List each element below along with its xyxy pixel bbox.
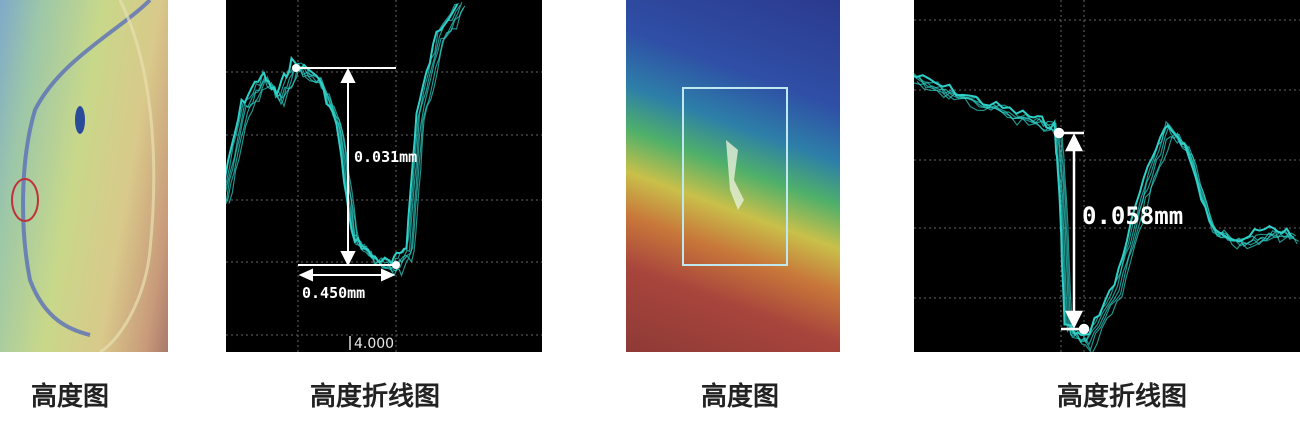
profile-trace [226, 4, 461, 270]
caption-height-map-2: 高度图 [700, 382, 780, 412]
height-map-1-overlay [11, 0, 156, 352]
height-profile-chart-2: 0.058mm [914, 0, 1300, 352]
selection-rectangle [682, 87, 788, 266]
profile-trace [228, 5, 466, 278]
caption-height-profile-1: 高度折线图 [309, 382, 441, 412]
profile-trace [916, 80, 1300, 352]
caption-height-map-1: 高度图 [30, 382, 110, 412]
height-profile-chart-1: 0.031mm 0.450mm 4.000 [226, 0, 542, 352]
profile-2-svg: 0.058mm [914, 0, 1300, 352]
axis-tick-label: 4.000 [354, 336, 394, 352]
profile-trace [915, 77, 1298, 352]
profile-1-svg: 0.031mm 0.450mm 4.000 [226, 0, 542, 352]
caption-height-profile-2: 高度折线图 [1056, 382, 1188, 412]
height-map-2-overlay [682, 87, 788, 266]
profile-trace [226, 3, 459, 269]
width-measurement-label: 0.450mm [302, 284, 365, 302]
height-measurement-label: 0.058mm [1082, 202, 1183, 230]
height-map-image-1 [0, 0, 168, 352]
height-measurement-label: 0.031mm [354, 148, 417, 166]
profile-trace [226, 7, 464, 277]
height-map-image-2 [626, 0, 840, 352]
highlight-circle [11, 178, 39, 222]
profile-trace [914, 82, 1297, 347]
